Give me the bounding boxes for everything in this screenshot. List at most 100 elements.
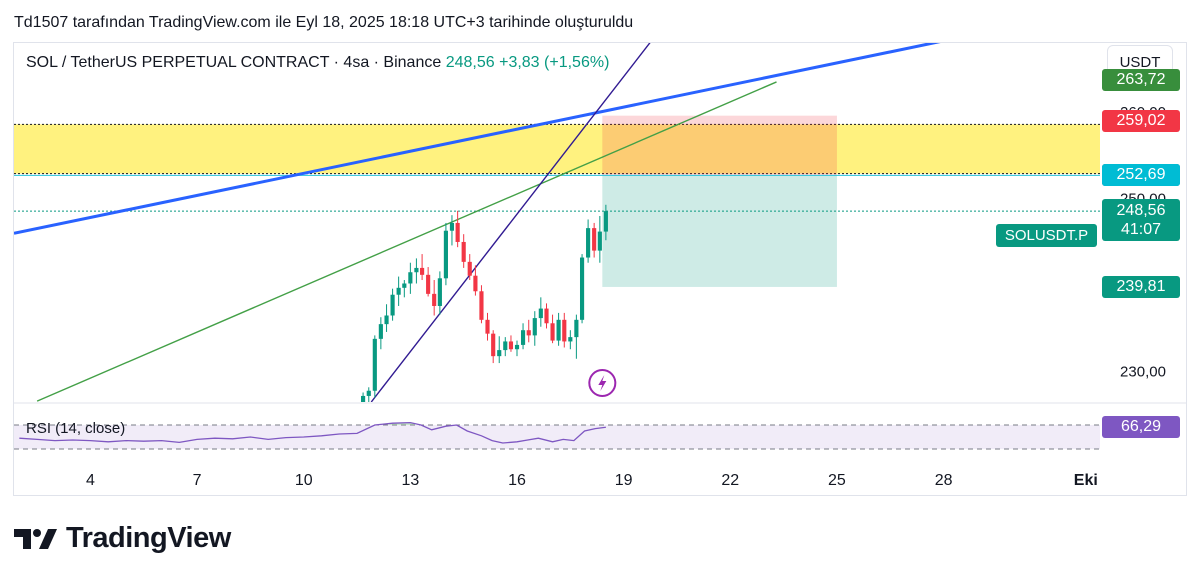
lightning-event-icon bbox=[588, 369, 617, 397]
candle-body bbox=[550, 323, 555, 341]
time-axis-tick-label: 10 bbox=[295, 472, 313, 489]
symbol-legend[interactable]: SOL / TetherUS PERPETUAL CONTRACT · 4sa … bbox=[26, 54, 609, 72]
channel-trendline bbox=[36, 81, 777, 402]
candle bbox=[556, 312, 561, 346]
price-axis-tick-label: 230,00 bbox=[1120, 364, 1166, 381]
candle-body bbox=[597, 231, 602, 251]
candle-body bbox=[432, 293, 437, 306]
tag-263: 263,72 bbox=[1102, 69, 1180, 92]
candle-body bbox=[586, 228, 591, 258]
resistance-zone bbox=[14, 124, 1100, 174]
candle bbox=[432, 280, 437, 316]
candle-body bbox=[361, 395, 366, 402]
time-axis-tick-label: 13 bbox=[401, 472, 419, 489]
candle bbox=[538, 297, 543, 327]
candle-body bbox=[449, 222, 455, 231]
time-axis-tick-label: 28 bbox=[935, 472, 953, 489]
candle-body bbox=[366, 390, 371, 396]
candle bbox=[443, 222, 448, 286]
candle bbox=[449, 215, 455, 246]
candle-body bbox=[497, 350, 502, 357]
candle bbox=[366, 387, 371, 402]
candle bbox=[562, 312, 567, 348]
price-pane bbox=[14, 43, 1100, 402]
candle bbox=[361, 392, 366, 402]
position-stop-zone bbox=[602, 115, 837, 176]
candle-body bbox=[568, 337, 573, 342]
tradingview-logo[interactable]: TradingView bbox=[14, 522, 231, 555]
candle-body bbox=[526, 330, 531, 336]
candle bbox=[467, 254, 472, 281]
candle-body bbox=[396, 287, 401, 295]
candle-body bbox=[378, 324, 383, 339]
candle-body bbox=[556, 319, 561, 341]
candle bbox=[526, 319, 531, 343]
candle-body bbox=[514, 344, 520, 350]
candle-body bbox=[603, 211, 608, 232]
candle bbox=[455, 210, 460, 248]
symbol-price-label: SOLUSDT.P bbox=[996, 224, 1097, 247]
candle bbox=[461, 234, 466, 268]
candle bbox=[437, 271, 442, 315]
candle bbox=[491, 330, 496, 364]
lightning-event-bolt bbox=[598, 375, 607, 391]
time-axis-tick-label: Eki bbox=[1074, 472, 1098, 489]
candle bbox=[503, 337, 508, 357]
candle-body bbox=[402, 283, 407, 288]
candle-body bbox=[503, 341, 508, 351]
tag-239: 239,81 bbox=[1102, 275, 1180, 298]
candle-body bbox=[372, 338, 377, 391]
candle bbox=[597, 216, 602, 263]
candle-body bbox=[491, 333, 496, 357]
tradingview-logo-icon bbox=[14, 528, 57, 549]
candle bbox=[390, 288, 395, 321]
time-axis-tick-label: 25 bbox=[828, 472, 846, 489]
steep-trendline bbox=[370, 43, 651, 402]
candle bbox=[426, 267, 431, 297]
candle-body bbox=[437, 278, 442, 306]
candle bbox=[514, 340, 520, 357]
candle-body bbox=[479, 291, 484, 320]
tag-252-69: 252,69 bbox=[1102, 164, 1180, 187]
candle-body bbox=[473, 275, 478, 292]
candle bbox=[497, 336, 502, 364]
candle bbox=[532, 311, 537, 346]
candle-body bbox=[538, 308, 543, 319]
candle-body bbox=[414, 267, 419, 273]
candle bbox=[479, 285, 484, 324]
candle bbox=[550, 314, 555, 344]
candle-body bbox=[461, 241, 466, 262]
candle-body bbox=[508, 341, 514, 350]
candle bbox=[485, 312, 490, 341]
candle bbox=[372, 335, 377, 398]
candle bbox=[520, 323, 526, 350]
candle-body bbox=[455, 222, 460, 242]
candle bbox=[579, 254, 585, 324]
candle bbox=[396, 276, 401, 306]
candle-body bbox=[467, 261, 472, 276]
candle-body bbox=[579, 257, 585, 320]
candle-body bbox=[544, 308, 549, 324]
candle-body bbox=[426, 274, 431, 294]
candle-body bbox=[592, 228, 597, 251]
time-axis-tick-label: 22 bbox=[721, 472, 739, 489]
candle-body bbox=[520, 330, 526, 345]
position-target-zone bbox=[602, 175, 837, 287]
candle bbox=[592, 222, 597, 258]
candle bbox=[414, 258, 419, 284]
time-axis-tick-label: 7 bbox=[193, 472, 202, 489]
candle bbox=[378, 317, 383, 350]
candle bbox=[473, 265, 478, 296]
candle bbox=[384, 304, 389, 332]
chart-frame bbox=[13, 42, 1187, 496]
rsi-legend[interactable]: RSI (14, close) bbox=[26, 420, 126, 437]
candle-body bbox=[420, 267, 425, 275]
candle-body bbox=[443, 230, 448, 279]
candle-body bbox=[408, 272, 413, 284]
candle-body bbox=[485, 319, 490, 334]
candle-body bbox=[384, 315, 389, 325]
candle-body bbox=[532, 318, 537, 336]
symbol-change: +3,83 (+1,56%) bbox=[499, 54, 610, 71]
chart-caption: Td1507 tarafından TradingView.com ile Ey… bbox=[14, 14, 634, 31]
